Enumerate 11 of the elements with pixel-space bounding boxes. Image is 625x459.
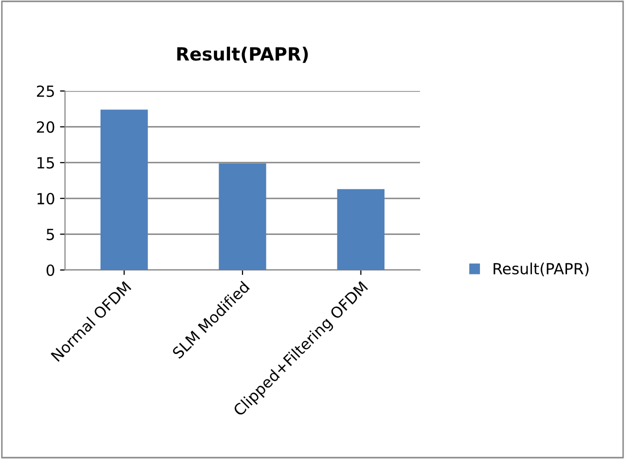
- y-tick-label: 5: [46, 228, 54, 240]
- legend-label: Result(PAPR): [494, 262, 588, 276]
- y-tick-label: 20: [36, 121, 54, 133]
- bar: [100, 110, 148, 270]
- bar: [337, 189, 384, 270]
- y-tick-label: 25: [36, 85, 54, 98]
- y-tick-label: 0: [46, 264, 54, 276]
- chart-title: Result(PAPR): [177, 46, 308, 63]
- y-tick-label: 10: [38, 192, 54, 204]
- bar: [218, 163, 266, 270]
- y-tick-label: 15: [38, 157, 54, 169]
